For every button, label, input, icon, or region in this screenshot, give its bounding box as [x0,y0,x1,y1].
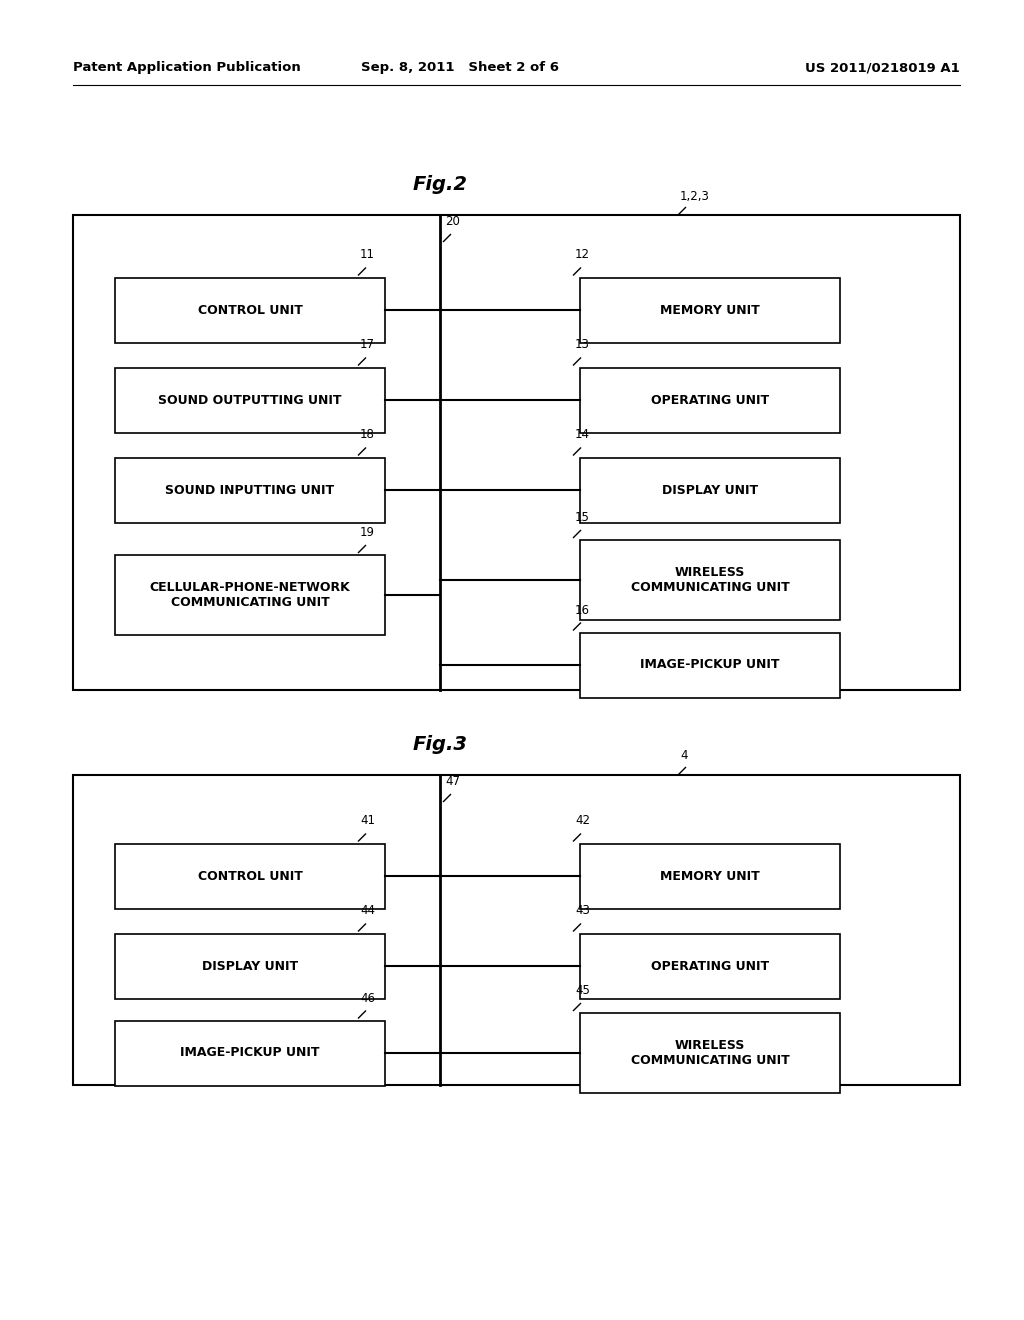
Text: 44: 44 [360,904,375,917]
Bar [115,554,385,635]
Bar [73,215,961,690]
Text: SOUND INPUTTING UNIT: SOUND INPUTTING UNIT [166,483,335,496]
Text: 11: 11 [360,248,375,261]
Text: 14: 14 [575,429,590,441]
Bar [115,277,385,342]
Text: 43: 43 [575,904,590,917]
Text: 13: 13 [575,338,590,351]
Text: 20: 20 [445,215,460,228]
Text: OPERATING UNIT: OPERATING UNIT [651,393,769,407]
Text: 16: 16 [575,603,590,616]
Bar [115,843,385,908]
Text: Fig.3: Fig.3 [413,735,468,755]
Bar [580,540,840,620]
Text: MEMORY UNIT: MEMORY UNIT [660,870,760,883]
Bar [115,1020,385,1085]
Text: CONTROL UNIT: CONTROL UNIT [198,304,302,317]
Text: 1,2,3: 1,2,3 [680,190,710,203]
Text: 46: 46 [360,991,375,1005]
Bar [73,775,961,1085]
Bar [580,367,840,433]
Text: 15: 15 [575,511,590,524]
Text: IMAGE-PICKUP UNIT: IMAGE-PICKUP UNIT [180,1047,319,1060]
Bar [580,277,840,342]
Text: MEMORY UNIT: MEMORY UNIT [660,304,760,317]
Bar [580,458,840,523]
Bar [580,1012,840,1093]
Text: SOUND OUTPUTTING UNIT: SOUND OUTPUTTING UNIT [159,393,342,407]
Text: 41: 41 [360,814,375,828]
Text: OPERATING UNIT: OPERATING UNIT [651,960,769,973]
Text: 42: 42 [575,814,590,828]
Text: CELLULAR-PHONE-NETWORK
COMMUNICATING UNIT: CELLULAR-PHONE-NETWORK COMMUNICATING UNI… [150,581,350,609]
Text: DISPLAY UNIT: DISPLAY UNIT [202,960,298,973]
Text: IMAGE-PICKUP UNIT: IMAGE-PICKUP UNIT [640,659,779,672]
Text: Sep. 8, 2011   Sheet 2 of 6: Sep. 8, 2011 Sheet 2 of 6 [361,62,559,74]
Text: 17: 17 [360,338,375,351]
Text: DISPLAY UNIT: DISPLAY UNIT [662,483,758,496]
Text: 4: 4 [680,748,687,762]
Bar [115,367,385,433]
Text: WIRELESS
COMMUNICATING UNIT: WIRELESS COMMUNICATING UNIT [631,566,790,594]
Bar [580,933,840,998]
Text: 18: 18 [360,429,375,441]
Text: Patent Application Publication: Patent Application Publication [73,62,301,74]
Bar [115,458,385,523]
Bar [580,632,840,697]
Text: WIRELESS
COMMUNICATING UNIT: WIRELESS COMMUNICATING UNIT [631,1039,790,1067]
Bar [580,843,840,908]
Text: 19: 19 [360,525,375,539]
Text: US 2011/0218019 A1: US 2011/0218019 A1 [805,62,961,74]
Text: 12: 12 [575,248,590,261]
Text: Fig.2: Fig.2 [413,176,468,194]
Text: CONTROL UNIT: CONTROL UNIT [198,870,302,883]
Text: 45: 45 [575,983,590,997]
Text: 47: 47 [445,775,460,788]
Bar [115,933,385,998]
